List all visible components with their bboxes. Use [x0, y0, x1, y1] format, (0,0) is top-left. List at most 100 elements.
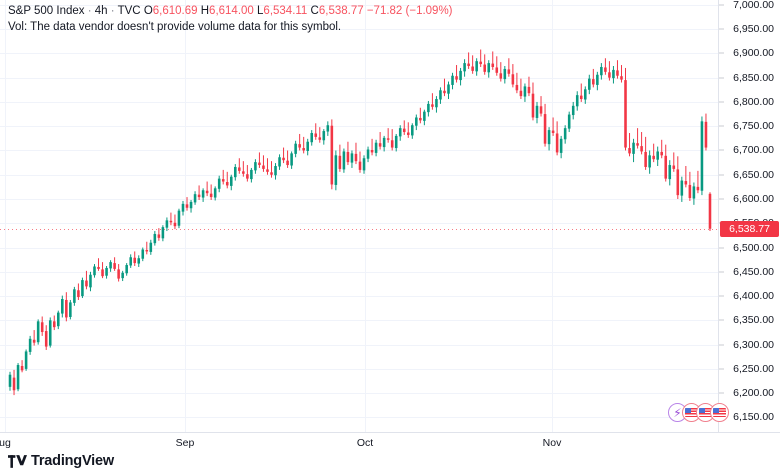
candle	[535, 101, 539, 124]
candle	[298, 133, 301, 151]
candle-body	[583, 89, 587, 100]
candle-body	[487, 63, 491, 73]
lightning-bolt-icon: ⚡	[673, 405, 682, 420]
candle-body	[225, 182, 229, 186]
candle	[362, 155, 366, 174]
candle	[225, 171, 229, 189]
candle-body	[531, 93, 535, 118]
candle-body	[44, 331, 48, 347]
candle-body	[322, 131, 326, 141]
candle	[398, 125, 402, 141]
candle-body	[48, 320, 52, 346]
candle-body	[362, 158, 366, 171]
candle	[238, 158, 241, 174]
candle-body	[628, 148, 631, 154]
candle	[113, 257, 116, 271]
candle	[153, 231, 157, 246]
candle-body	[575, 95, 579, 107]
candle-body	[169, 220, 173, 223]
last-price-badge[interactable]: 6,538.77	[720, 220, 779, 237]
candle-body	[201, 190, 205, 198]
candle	[439, 87, 442, 104]
event-badges-group[interactable]: ⚡	[668, 403, 729, 422]
candle-body	[515, 84, 519, 91]
candle-body	[563, 128, 567, 140]
candle-body	[181, 203, 185, 212]
candle	[672, 152, 676, 172]
candle-body	[660, 151, 664, 156]
candle	[676, 156, 680, 200]
price-tick-mark	[719, 125, 724, 127]
candle	[402, 120, 406, 135]
candle-body	[12, 377, 16, 391]
candle-body	[596, 74, 599, 85]
candle-body	[676, 169, 680, 196]
candle-body	[495, 67, 499, 73]
candle-body	[137, 258, 141, 264]
candle	[278, 154, 281, 170]
candle-body	[688, 184, 692, 199]
candle-body	[483, 64, 486, 72]
candle-body	[69, 302, 72, 317]
candle	[415, 114, 418, 131]
candle	[483, 54, 486, 75]
candle	[270, 161, 273, 178]
candle	[193, 191, 197, 205]
tradingview-wordmark: TradingView	[31, 453, 114, 469]
candle	[636, 128, 639, 149]
candle	[302, 136, 305, 154]
candle-body	[101, 269, 104, 277]
candle-body	[334, 155, 338, 185]
candle	[129, 254, 132, 268]
candle	[105, 265, 108, 279]
candle-body	[600, 66, 603, 76]
price-tick-label: 6,900.00	[733, 47, 774, 60]
candle	[374, 139, 378, 157]
candle-body	[350, 153, 354, 163]
price-tick-label: 6,650.00	[733, 168, 774, 181]
candle	[234, 164, 237, 181]
candle	[209, 184, 213, 200]
candle	[708, 192, 712, 231]
chart-plot-area[interactable]	[0, 0, 718, 432]
candle	[16, 363, 20, 392]
candle-body	[217, 178, 221, 189]
candle	[451, 72, 454, 90]
price-tick-mark	[719, 392, 724, 394]
candle-body	[250, 169, 253, 180]
candle	[390, 129, 394, 151]
candle	[274, 163, 277, 180]
us-economic-event-badge-3[interactable]	[710, 403, 729, 422]
candle	[117, 264, 120, 282]
candle	[616, 60, 619, 79]
candle-body	[282, 157, 285, 161]
candle-body	[36, 321, 40, 343]
candle-body	[157, 234, 161, 238]
candle-body	[8, 374, 12, 387]
candle-body	[81, 280, 84, 297]
candle	[354, 142, 358, 165]
candle	[406, 122, 410, 138]
candle	[386, 128, 390, 143]
candle	[511, 64, 515, 88]
candle	[8, 371, 12, 391]
price-tick-label: 6,500.00	[733, 241, 774, 254]
candle-body	[427, 103, 430, 113]
candle-body	[402, 128, 406, 133]
candle-body	[463, 63, 466, 72]
tradingview-logo: TradingView	[8, 452, 114, 470]
price-tick-mark	[719, 149, 724, 151]
candle	[455, 65, 458, 83]
us-flag-icon	[685, 408, 698, 417]
candle	[459, 67, 462, 86]
candle	[644, 136, 647, 170]
candle-body	[479, 61, 482, 65]
time-scale[interactable]: ug Sep Oct Nov	[0, 432, 780, 452]
candle	[189, 199, 193, 213]
price-scale[interactable]: 7,000.00 6,950.00 6,900.00 6,850.00 6,800.00…	[718, 0, 780, 432]
candle-body	[113, 263, 116, 269]
price-tick-label: 6,600.00	[733, 193, 774, 205]
candle-body	[451, 75, 454, 85]
candle-body	[386, 138, 390, 140]
candle-body	[535, 105, 539, 118]
